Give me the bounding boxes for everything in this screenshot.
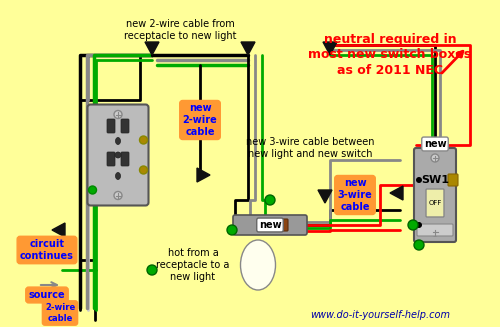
- Circle shape: [431, 154, 439, 162]
- Text: neutral required in
most new switch boxes
as of 2011 NEC: neutral required in most new switch boxe…: [308, 33, 472, 77]
- FancyBboxPatch shape: [448, 174, 458, 186]
- Polygon shape: [390, 186, 403, 200]
- Text: new: new: [258, 220, 281, 230]
- Ellipse shape: [240, 240, 276, 290]
- Polygon shape: [52, 223, 65, 237]
- Circle shape: [408, 220, 418, 230]
- Text: new: new: [424, 139, 446, 149]
- Circle shape: [227, 225, 237, 235]
- Text: 2-wire
cable: 2-wire cable: [45, 303, 75, 323]
- Text: new
2-wire
cable: new 2-wire cable: [182, 103, 218, 137]
- Circle shape: [416, 222, 422, 228]
- Polygon shape: [145, 42, 159, 55]
- Text: SW1: SW1: [421, 175, 449, 185]
- Circle shape: [114, 111, 122, 118]
- Text: new 3-wire cable between
new light and new switch: new 3-wire cable between new light and n…: [246, 137, 374, 159]
- Circle shape: [147, 265, 157, 275]
- Polygon shape: [197, 168, 210, 182]
- FancyBboxPatch shape: [426, 189, 444, 217]
- FancyBboxPatch shape: [414, 148, 456, 242]
- Polygon shape: [241, 42, 255, 55]
- FancyBboxPatch shape: [121, 119, 129, 133]
- FancyBboxPatch shape: [107, 119, 115, 133]
- Circle shape: [114, 192, 122, 199]
- Circle shape: [115, 152, 121, 158]
- Ellipse shape: [116, 137, 120, 145]
- Polygon shape: [318, 190, 332, 203]
- FancyBboxPatch shape: [121, 152, 129, 166]
- Text: hot from a
receptacle to a
new light: hot from a receptacle to a new light: [156, 249, 230, 282]
- Text: www.do-it-yourself-help.com: www.do-it-yourself-help.com: [310, 310, 450, 320]
- Ellipse shape: [116, 173, 120, 180]
- Polygon shape: [323, 42, 337, 55]
- FancyBboxPatch shape: [417, 224, 453, 236]
- Circle shape: [414, 240, 424, 250]
- Text: new 2-wire cable from
receptacle to new light: new 2-wire cable from receptacle to new …: [124, 19, 236, 41]
- Text: source: source: [28, 290, 66, 300]
- Circle shape: [140, 136, 147, 144]
- FancyBboxPatch shape: [88, 105, 148, 205]
- Circle shape: [431, 228, 439, 236]
- FancyBboxPatch shape: [274, 219, 288, 231]
- Text: OFF: OFF: [428, 200, 442, 206]
- Text: new
3-wire
cable: new 3-wire cable: [338, 179, 372, 212]
- FancyBboxPatch shape: [233, 215, 307, 235]
- Circle shape: [416, 177, 422, 183]
- Circle shape: [265, 195, 275, 205]
- Circle shape: [88, 186, 96, 194]
- FancyBboxPatch shape: [107, 152, 115, 166]
- Text: circuit
continues: circuit continues: [20, 239, 74, 261]
- Circle shape: [140, 166, 147, 174]
